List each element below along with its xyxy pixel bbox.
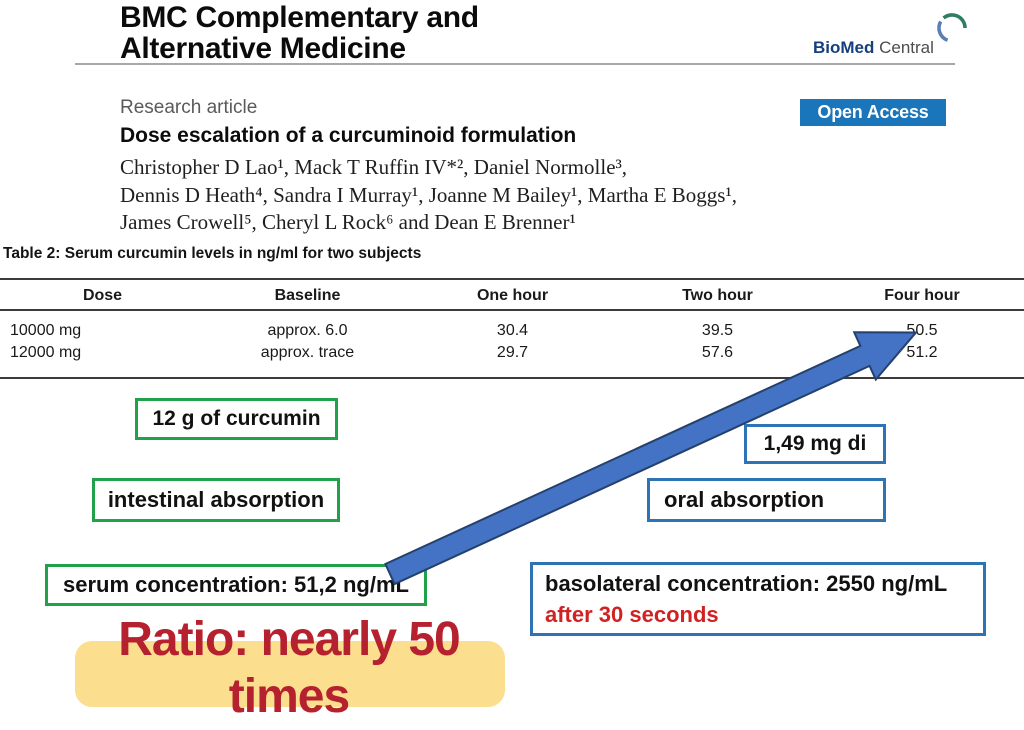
intestinal-absorption-box: intestinal absorption bbox=[92, 478, 340, 522]
article-type-label: Research article bbox=[120, 97, 258, 118]
author-list: Christopher D Lao¹, Mack T Ruffin IV*², … bbox=[120, 154, 737, 237]
table-row: 10000 mg approx. 6.0 30.4 39.5 50.5 bbox=[0, 320, 1024, 342]
serum-concentration-box: serum concentration: 51,2 ng/mL bbox=[45, 564, 427, 606]
table-header-row: Dose Baseline One hour Two hour Four hou… bbox=[0, 280, 1024, 311]
column-header-one-hour: One hour bbox=[476, 287, 549, 304]
journal-title: BMC Complementary and Alternative Medici… bbox=[120, 2, 479, 64]
serum-curcumin-table: Dose Baseline One hour Two hour Four hou… bbox=[0, 278, 1024, 379]
biomed-circle-icon bbox=[931, 6, 973, 53]
column-header-baseline: Baseline bbox=[274, 287, 341, 304]
after-seconds-note: after 30 seconds bbox=[545, 602, 719, 627]
basolateral-concentration-box: basolateral concentration: 2550 ng/mL af… bbox=[530, 562, 986, 636]
table-cell: 30.4 bbox=[496, 322, 529, 339]
publisher-name-bold: BioMed bbox=[813, 38, 875, 57]
table-cell: 10000 mg bbox=[10, 322, 82, 339]
ratio-text-line2: times bbox=[228, 670, 350, 723]
ratio-highlight bbox=[75, 641, 505, 707]
table-cell: 29.7 bbox=[496, 344, 529, 361]
table-cell: 50.5 bbox=[906, 322, 938, 339]
article-title: Dose escalation of a curcuminoid formula… bbox=[120, 124, 577, 147]
basolateral-concentration-text: basolateral concentration: 2550 ng/mL bbox=[545, 571, 948, 596]
oral-dose-box: 1,49 mg di bbox=[744, 424, 886, 464]
publisher-name-rest: Central bbox=[874, 38, 934, 57]
table-cell: 12000 mg bbox=[10, 344, 82, 361]
table-body: 10000 mg approx. 6.0 30.4 39.5 50.5 1200… bbox=[0, 311, 1024, 379]
author-line: James Crowell⁵, Cheryl L Rock⁶ and Dean … bbox=[120, 210, 576, 234]
ratio-text: Ratio: nearly 50 times bbox=[59, 611, 519, 725]
table-cell: approx. trace bbox=[260, 344, 355, 361]
journal-title-line2: Alternative Medicine bbox=[120, 32, 406, 65]
author-line: Christopher D Lao¹, Mack T Ruffin IV*², … bbox=[120, 155, 628, 179]
publisher-name: BioMed Central bbox=[813, 38, 934, 58]
column-header-four-hour: Four hour bbox=[884, 287, 960, 304]
journal-title-line1: BMC Complementary and bbox=[120, 1, 479, 34]
oral-absorption-box: oral absorption bbox=[647, 478, 886, 522]
table-cell: 57.6 bbox=[701, 344, 734, 361]
curcumin-dose-box: 12 g of curcumin bbox=[135, 398, 338, 440]
open-access-badge: Open Access bbox=[800, 99, 946, 126]
author-line: Dennis D Heath⁴, Sandra I Murray¹, Joann… bbox=[120, 182, 737, 207]
table-caption: Table 2: Serum curcumin levels in ng/ml … bbox=[3, 245, 422, 262]
table-cell: 39.5 bbox=[701, 322, 734, 339]
column-header-two-hour: Two hour bbox=[682, 287, 753, 304]
table-row: 12000 mg approx. trace 29.7 57.6 51.2 bbox=[0, 342, 1024, 364]
column-header-dose: Dose bbox=[82, 287, 123, 304]
table-cell: approx. 6.0 bbox=[267, 322, 348, 339]
table-cell: 51.2 bbox=[906, 344, 938, 361]
ratio-text-line1: Ratio: nearly 50 bbox=[118, 613, 460, 666]
header-divider bbox=[75, 63, 955, 65]
biomed-central-logo: BioMed Central bbox=[813, 6, 1013, 58]
